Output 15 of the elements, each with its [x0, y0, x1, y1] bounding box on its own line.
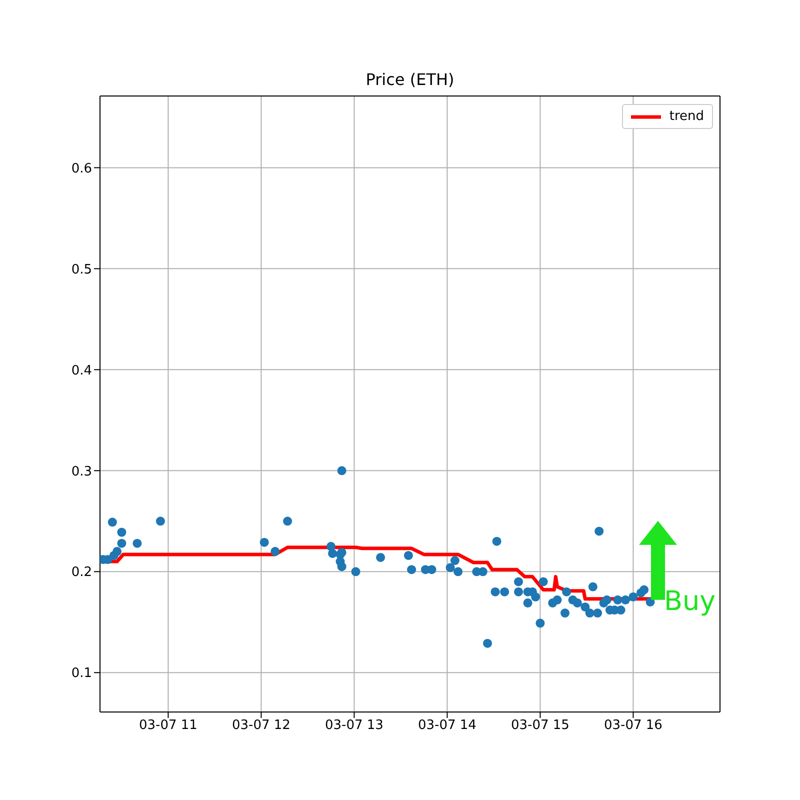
x-tick-label: 03-07 13	[324, 718, 384, 734]
x-tick-label: 03-07 14	[418, 718, 476, 734]
y-tick-label: 0.4	[71, 363, 92, 378]
y-tick-label: 0.5	[71, 262, 92, 278]
x-tick-label: 03-07 11	[138, 718, 198, 734]
y-tick-label: 0.3	[71, 464, 92, 480]
x-tick-label: 03-07 16	[604, 718, 662, 734]
legend-label: trend	[669, 109, 704, 124]
x-tick-label: 03-07 15	[510, 718, 570, 734]
y-tick-label: 0.2	[71, 565, 92, 580]
y-tick-label: 0.6	[71, 161, 92, 176]
x-tick-label: 03-07 12	[232, 718, 290, 734]
y-tick-label: 0.1	[71, 666, 92, 682]
chart-title: Price (ETH)	[364, 70, 456, 89]
annotation: Buy	[664, 586, 716, 617]
